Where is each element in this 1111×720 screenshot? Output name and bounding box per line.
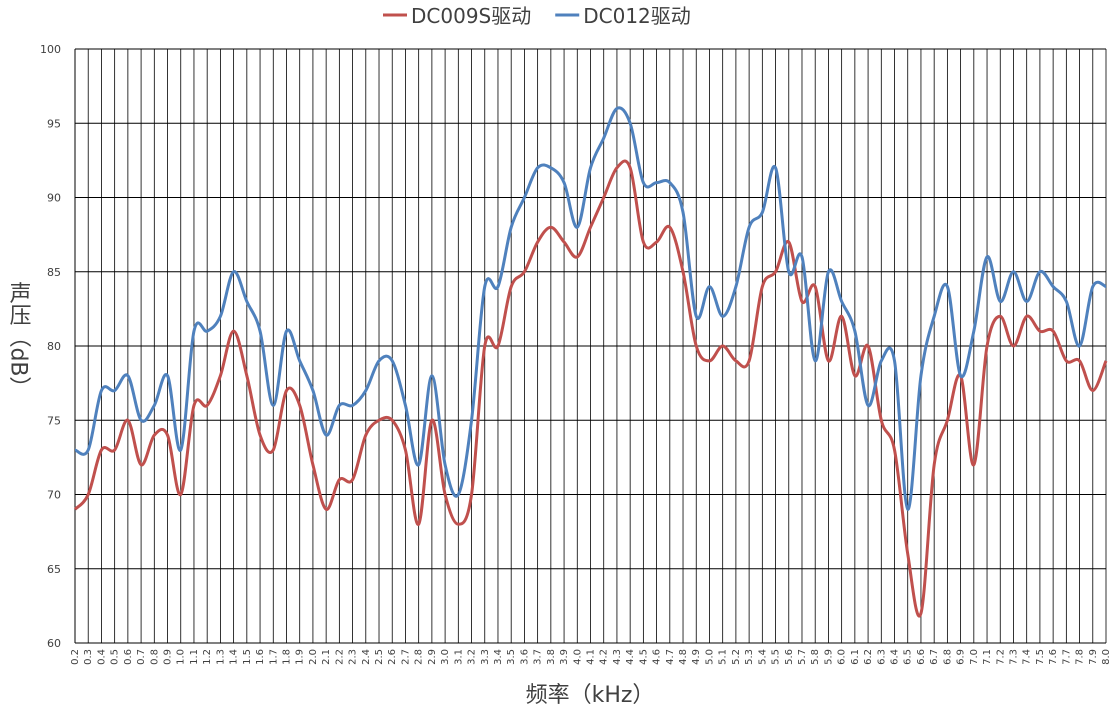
x-tick-label: 4.2 <box>599 649 610 665</box>
x-tick-label: 7.8 <box>1075 649 1086 665</box>
x-tick-label: 1.3 <box>215 649 226 665</box>
x-tick-label: 3.7 <box>533 649 544 665</box>
y-tick-label: 70 <box>47 489 61 502</box>
x-tick-label: 0.5 <box>110 649 121 665</box>
x-tick-label: 6.3 <box>876 649 887 665</box>
x-tick-label: 6.8 <box>942 649 953 665</box>
x-tick-label: 3.5 <box>506 649 517 665</box>
x-tick-label: 5.5 <box>771 649 782 665</box>
x-tick-label: 7.1 <box>982 649 993 665</box>
x-tick-label: 2.7 <box>400 649 411 665</box>
x-tick-label: 3.1 <box>453 649 464 665</box>
x-tick-label: 4.6 <box>652 649 663 665</box>
x-tick-label: 1.2 <box>202 649 213 665</box>
x-tick-label: 4.7 <box>665 649 676 665</box>
x-tick-label: 4.5 <box>638 649 649 665</box>
x-tick-label: 5.0 <box>704 649 715 665</box>
x-tick-label: 2.5 <box>374 649 385 665</box>
x-tick-label: 3.3 <box>480 649 491 665</box>
y-tick-label: 60 <box>47 637 61 650</box>
x-tick-label: 6.2 <box>863 649 874 665</box>
x-tick-label: 5.3 <box>744 649 755 665</box>
x-tick-label: 5.7 <box>797 649 808 665</box>
x-tick-label: 3.4 <box>493 649 504 665</box>
x-tick-label: 6.0 <box>837 649 848 665</box>
y-axis-title: 声压（dB） <box>6 281 32 398</box>
x-tick-label: 2.8 <box>414 649 425 665</box>
x-tick-label: 6.4 <box>890 649 901 665</box>
x-tick-label: 5.6 <box>784 649 795 665</box>
x-tick-label: 0.4 <box>96 649 107 665</box>
x-tick-label: 1.4 <box>229 649 240 665</box>
x-tick-label: 6.6 <box>916 649 927 665</box>
x-tick-label: 1.8 <box>281 649 292 665</box>
series-line <box>73 159 1108 618</box>
y-tick-label: 75 <box>47 414 61 427</box>
x-tick-label: 3.8 <box>546 649 557 665</box>
x-tick-label: 7.3 <box>1008 649 1019 665</box>
x-tick-label: 3.9 <box>559 649 570 665</box>
x-tick-label: 7.7 <box>1061 649 1072 665</box>
x-tick-label: 5.2 <box>731 649 742 665</box>
x-tick-label: 5.8 <box>810 649 821 665</box>
x-tick-label: 6.1 <box>850 649 861 665</box>
y-tick-label: 95 <box>47 117 61 130</box>
x-tick-label: 7.9 <box>1088 649 1099 665</box>
x-tick-label: 6.7 <box>929 649 940 665</box>
x-tick-label: 2.1 <box>321 649 332 665</box>
x-tick-label: 1.5 <box>242 649 253 665</box>
x-tick-label: 2.6 <box>387 649 398 665</box>
x-tick-label: 0.9 <box>163 649 174 665</box>
x-tick-label: 4.8 <box>678 649 689 665</box>
series-line <box>74 106 1107 511</box>
x-tick-label: 2.9 <box>427 649 438 665</box>
x-tick-label: 7.6 <box>1048 649 1059 665</box>
x-tick-label: 2.2 <box>334 649 345 665</box>
x-axis-title: 频率（kHz） <box>526 683 655 708</box>
x-tick-label: 0.3 <box>83 649 94 665</box>
y-tick-label: 100 <box>40 43 61 56</box>
x-tick-label: 7.4 <box>1022 649 1033 665</box>
x-tick-label: 3.2 <box>467 649 478 665</box>
y-tick-label: 65 <box>47 563 61 576</box>
x-tick-label: 3.0 <box>440 649 451 665</box>
x-tick-label: 6.9 <box>956 649 967 665</box>
x-tick-label: 1.6 <box>255 649 266 665</box>
x-tick-label: 2.4 <box>361 649 372 665</box>
y-tick-label: 80 <box>47 340 61 353</box>
x-tick-label: 7.5 <box>1035 649 1046 665</box>
x-tick-label: 1.9 <box>295 649 306 665</box>
x-tick-label: 4.4 <box>625 649 636 665</box>
x-tick-label: 0.8 <box>149 649 160 665</box>
x-tick-label: 0.7 <box>136 649 147 665</box>
x-tick-label: 5.9 <box>823 649 834 665</box>
x-tick-label: 4.3 <box>612 649 623 665</box>
x-tick-label: 3.6 <box>519 649 530 665</box>
x-tick-label: 6.5 <box>903 649 914 665</box>
x-tick-label: 2.3 <box>348 649 359 665</box>
x-tick-label: 0.6 <box>123 649 134 665</box>
legend-label: DC009S驱动 <box>411 4 531 28</box>
x-tick-label: 4.9 <box>691 649 702 665</box>
x-tick-label: 1.0 <box>176 649 187 665</box>
y-tick-label: 85 <box>47 266 61 279</box>
x-tick-label: 8.0 <box>1101 649 1111 665</box>
x-tick-label: 4.0 <box>572 649 583 665</box>
x-tick-label: 5.4 <box>757 649 768 665</box>
x-tick-label: 0.2 <box>70 649 81 665</box>
x-tick-label: 2.0 <box>308 649 319 665</box>
legend-label: DC012驱动 <box>583 4 691 28</box>
x-tick-label: 7.2 <box>995 649 1006 665</box>
x-tick-label: 1.7 <box>268 649 279 665</box>
x-tick-label: 5.1 <box>718 649 729 665</box>
x-tick-label: 7.0 <box>969 649 980 665</box>
x-tick-label: 1.1 <box>189 649 200 665</box>
y-tick-label: 90 <box>47 192 61 205</box>
x-tick-label: 4.1 <box>586 649 597 665</box>
